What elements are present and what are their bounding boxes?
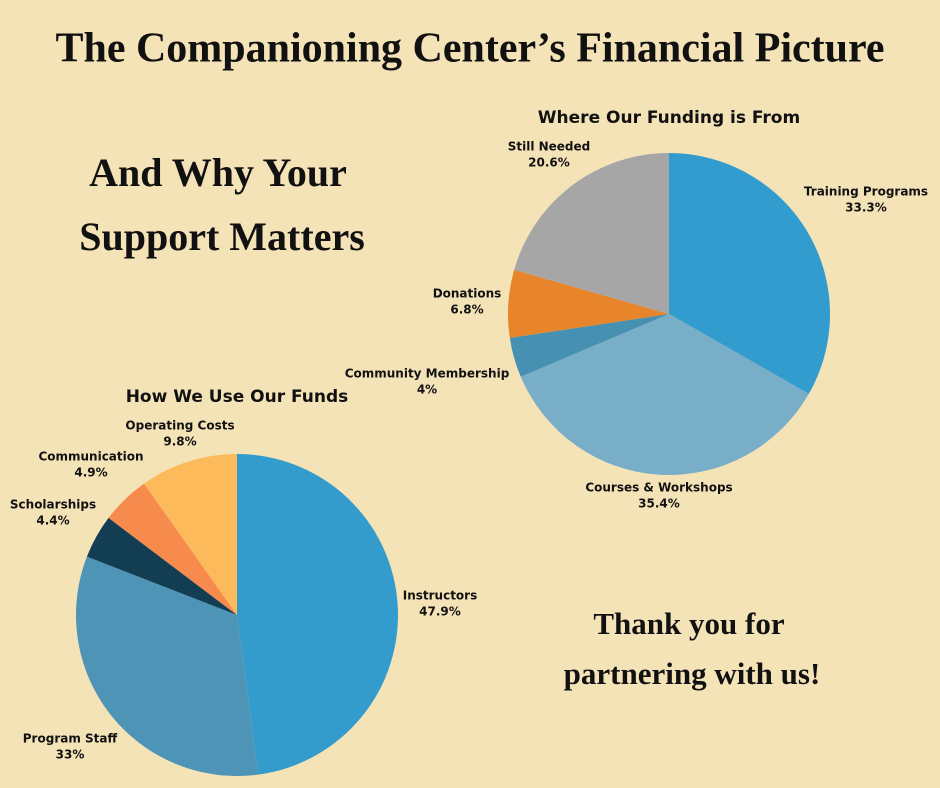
slice-value-label: 4% (417, 383, 437, 397)
closing-line: partnering with us! (564, 656, 821, 691)
slice-label: Scholarships (10, 498, 96, 512)
main-title: The Companioning Center’s Financial Pict… (55, 26, 884, 72)
subtitle-line: And Why Your (89, 150, 347, 195)
slice-label: Community Membership (345, 367, 510, 381)
slice-value-label: 4.9% (74, 466, 107, 480)
slice-label: Training Programs (804, 185, 928, 199)
pie-slice (144, 454, 237, 615)
closing-line: Thank you for (593, 606, 784, 641)
pie-slice (237, 454, 399, 775)
pie-slice (520, 314, 809, 476)
pie-slice (509, 314, 669, 377)
subtitle-line: Support Matters (79, 214, 365, 259)
pie-slice (86, 517, 237, 615)
chart-title: Where Our Funding is From (538, 108, 800, 128)
pie-slice (508, 269, 669, 338)
pie-slice (669, 153, 831, 394)
slice-label: Donations (433, 287, 502, 301)
slice-value-label: 33.3% (845, 201, 887, 215)
slice-value-label: 33% (56, 748, 85, 762)
chart-title: How We Use Our Funds (126, 387, 349, 407)
pie-slice (108, 483, 238, 615)
slice-value-label: 9.8% (163, 435, 196, 449)
slice-label: Program Staff (23, 732, 118, 746)
slice-label: Operating Costs (125, 419, 234, 433)
slice-label: Communication (38, 450, 143, 464)
pie-slice (514, 153, 669, 314)
slice-value-label: 35.4% (638, 497, 680, 511)
slice-value-label: 20.6% (528, 156, 570, 170)
slice-value-label: 47.9% (419, 605, 461, 619)
slice-label: Still Needed (508, 140, 591, 154)
slice-value-label: 4.4% (36, 514, 69, 528)
slice-label: Courses & Workshops (585, 481, 732, 495)
slice-label: Instructors (403, 589, 478, 603)
pie-slice (76, 556, 259, 777)
slice-value-label: 6.8% (450, 303, 483, 317)
